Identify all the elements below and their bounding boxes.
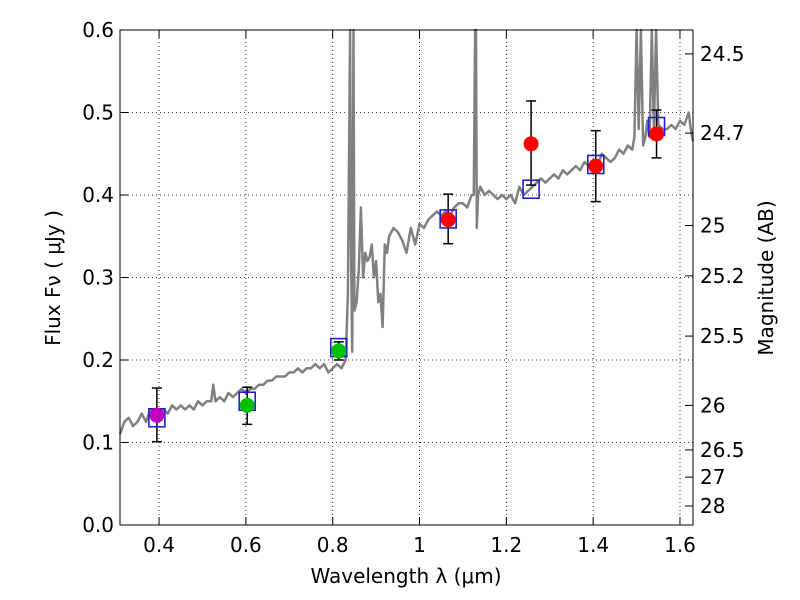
right-tick-label: 25.2	[700, 264, 745, 288]
right-tick-label: 27	[700, 465, 725, 489]
x-tick-label: 0.4	[143, 533, 175, 557]
observed-point	[588, 158, 604, 174]
observed-point	[523, 136, 539, 152]
right-tick-label: 25.5	[700, 324, 745, 348]
right-tick-label: 24.5	[700, 42, 745, 66]
right-axis-label: Magnitude (AB)	[754, 200, 778, 355]
y-tick-label: 0.1	[82, 431, 114, 455]
model-band-square	[439, 209, 457, 229]
model-band-square	[522, 179, 540, 200]
x-tick-label: 1	[413, 533, 426, 557]
observed-point	[440, 212, 456, 228]
y-tick-label: 0.0	[82, 513, 114, 537]
observed-point	[649, 126, 665, 142]
tick-marks	[120, 29, 693, 526]
observed-point	[239, 397, 255, 413]
tick-labels: 0.4 0.6 0.8 1 1.2 1.4 1.6 0.0 0.1 0.2 0.3 0.4 0.5 0.6…	[82, 18, 744, 557]
observed-point	[149, 407, 165, 423]
x-tick-label: 0.6	[230, 533, 262, 557]
x-tick-label: 1.6	[664, 533, 696, 557]
spectrum-line	[118, 28, 695, 435]
x-tick-label: 1.2	[490, 533, 522, 557]
grid	[120, 29, 693, 526]
right-tick-label: 25	[700, 214, 725, 238]
model-spectrum	[118, 28, 695, 435]
x-tick-label: 1.4	[577, 533, 609, 557]
y-tick-label: 0.3	[82, 266, 114, 290]
right-tick-label: 26.5	[700, 438, 745, 462]
x-axis-label: Wavelength λ (μm)	[310, 564, 501, 588]
y-tick-label: 0.5	[82, 101, 114, 125]
y-tick-label: 0.2	[82, 348, 114, 372]
right-tick-label: 28	[700, 494, 725, 518]
right-tick-label: 26	[700, 393, 725, 417]
y-tick-label: 0.6	[82, 18, 114, 42]
y-tick-label: 0.4	[82, 183, 114, 207]
y-axis-label: Flux Fν ( μJy )	[41, 210, 65, 346]
data-markers	[148, 116, 666, 428]
observed-point	[331, 343, 347, 359]
x-tick-label: 0.8	[317, 533, 349, 557]
right-tick-label: 24.7	[700, 121, 745, 145]
